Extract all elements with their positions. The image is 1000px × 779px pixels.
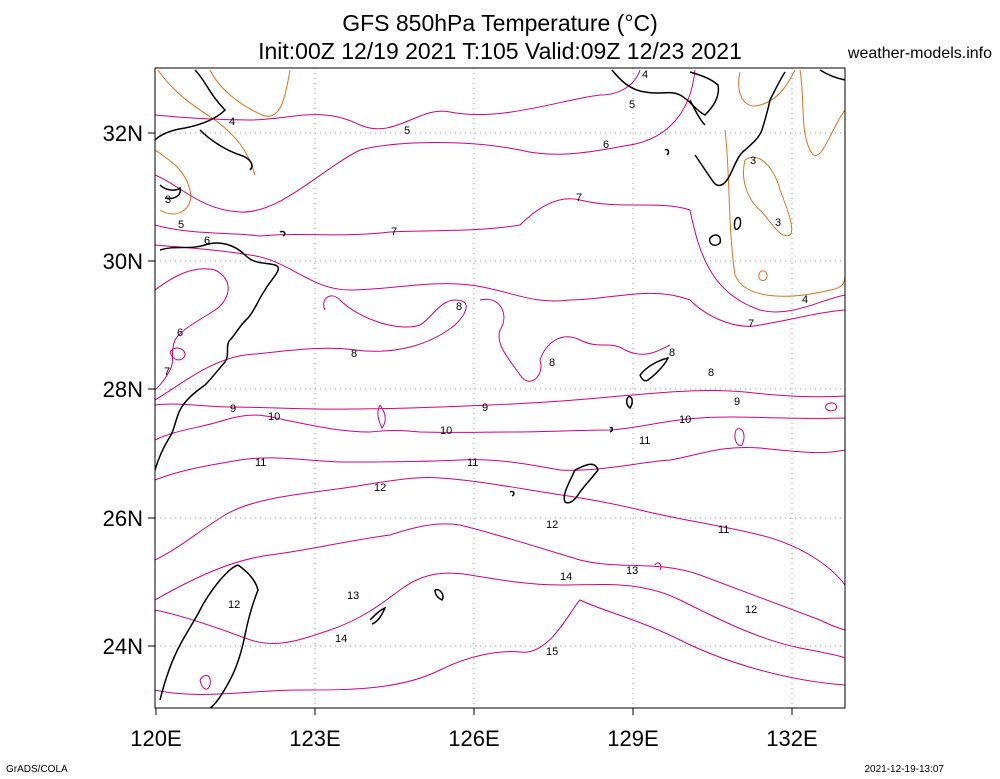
contour-label: 9 (482, 402, 488, 414)
lon-tick-120e: 120E (130, 726, 181, 751)
cool-contours (155, 69, 845, 297)
footer-software: GrADS/COLA (6, 764, 68, 775)
contour-label: 8 (456, 301, 462, 313)
contour-label: 12 (546, 519, 558, 531)
contour-label: 5 (404, 125, 410, 137)
contour-label: 5 (178, 219, 184, 231)
contour-label: 13 (347, 590, 359, 602)
contour-labels: 3 3 3 4 4 4 5 5 5 6 6 6 7 7 7 7 8 8 8 8 … (164, 69, 808, 658)
footer-timestamp: 2021-12-19-13:07 (864, 764, 944, 775)
lon-tick-132e: 132E (766, 726, 817, 751)
contour-label: 10 (440, 425, 452, 437)
contour-label: 6 (204, 235, 210, 247)
contour-label: 4 (802, 294, 808, 306)
map-title: GFS 850hPa Temperature (°C) (342, 10, 658, 36)
contour-label: 3 (165, 194, 171, 206)
contour-label: 11 (718, 524, 729, 536)
contour-label: 7 (391, 226, 397, 238)
lon-tick-126e: 126E (448, 726, 499, 751)
contour-label: 5 (629, 99, 635, 111)
contour-label: 6 (177, 327, 183, 339)
contour-label: 4 (229, 116, 235, 128)
contour-label: 10 (679, 414, 691, 426)
contour-label: 15 (546, 646, 558, 658)
contour-label: 13 (626, 565, 638, 577)
map-subtitle: Init:00Z 12/19 2021 T:105 Valid:09Z 12/2… (258, 38, 742, 64)
contour-label: 3 (775, 217, 781, 229)
site-credit: weather-models.info (847, 45, 992, 62)
contour-label: 14 (560, 571, 572, 583)
contour-label: 12 (228, 599, 240, 611)
contour-label: 8 (351, 348, 357, 360)
lat-tick-32n: 32N (103, 121, 143, 146)
lat-tick-24n: 24N (103, 634, 143, 659)
contour-label: 11 (639, 435, 650, 447)
contour-label: 12 (374, 482, 386, 494)
contour-label: 8 (549, 357, 555, 369)
lon-tick-123e: 123E (289, 726, 340, 751)
grid-lines (155, 68, 845, 708)
contour-label: 11 (255, 457, 266, 469)
lat-tick-26n: 26N (103, 506, 143, 531)
contour-label: 4 (642, 69, 648, 81)
contour-label: 3 (750, 155, 756, 167)
contour-label: 7 (576, 192, 582, 204)
contour-label: 14 (335, 633, 347, 645)
lat-tick-28n: 28N (103, 377, 143, 402)
contour-label: 11 (467, 457, 478, 469)
contour-label: 10 (268, 411, 280, 423)
contour-label: 8 (669, 347, 675, 359)
lon-tick-129e: 129E (607, 726, 658, 751)
contour-label: 9 (230, 403, 236, 415)
map-frame (154, 67, 846, 709)
contour-label: 9 (734, 396, 740, 408)
warm-contours (155, 69, 845, 695)
tick-marks (148, 132, 793, 715)
coastlines (155, 69, 845, 708)
lat-tick-30n: 30N (103, 249, 143, 274)
contour-label: 6 (603, 139, 609, 151)
contour-label: 7 (164, 366, 170, 378)
contour-label: 12 (745, 604, 757, 616)
contour-label: 8 (708, 367, 714, 379)
contour-label: 7 (748, 318, 754, 330)
